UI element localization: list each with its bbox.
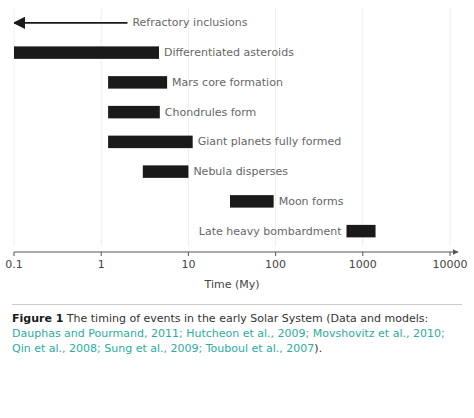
tick-mark bbox=[14, 252, 15, 256]
grid-line bbox=[450, 8, 451, 246]
event-label: Moon forms bbox=[279, 195, 344, 208]
caption-text: ). bbox=[314, 342, 322, 355]
axis-line bbox=[14, 252, 458, 253]
caption-text: Figure 1 bbox=[12, 312, 63, 325]
tick-label: 1000 bbox=[349, 258, 377, 271]
event-bar bbox=[108, 76, 167, 88]
event-bar bbox=[14, 46, 159, 58]
event-bar bbox=[108, 136, 193, 148]
event-label: Nebula disperses bbox=[193, 165, 288, 178]
tick-label: 1 bbox=[98, 258, 105, 271]
caption-link: Dauphas and Pourmand, 2011; Hutcheon et … bbox=[12, 327, 445, 355]
event-label: Giant planets fully formed bbox=[198, 135, 342, 148]
event-label: Mars core formation bbox=[172, 76, 283, 89]
event-label: Late heavy bombardment bbox=[199, 225, 342, 238]
event-arrow bbox=[14, 22, 127, 24]
tick-label: 100 bbox=[265, 258, 286, 271]
tick-mark bbox=[450, 252, 451, 256]
grid-line bbox=[101, 8, 102, 246]
event-bar bbox=[108, 106, 160, 118]
tick-mark bbox=[275, 252, 276, 256]
event-bar bbox=[143, 165, 189, 177]
tick-label: 0.1 bbox=[5, 258, 23, 271]
caption-text: The timing of events in the early Solar … bbox=[63, 312, 428, 325]
grid bbox=[14, 8, 450, 246]
event-bar bbox=[346, 225, 375, 237]
x-axis: 0.1 1 10 100 1000 10000 Time (My) bbox=[5, 252, 467, 291]
tick-mark bbox=[101, 252, 102, 256]
chart: Refractory inclusions Differentiated aste… bbox=[0, 0, 474, 300]
event-bar bbox=[230, 195, 274, 207]
x-axis-label: Time (My) bbox=[204, 278, 260, 291]
tick-mark bbox=[362, 252, 363, 256]
grid-line bbox=[14, 8, 15, 246]
tick-mark bbox=[188, 252, 189, 256]
tick-label: 10000 bbox=[433, 258, 468, 271]
grid-line bbox=[275, 8, 276, 246]
grid-line bbox=[188, 8, 189, 246]
event-label: Refractory inclusions bbox=[132, 16, 247, 29]
labels: Refractory inclusions Differentiated aste… bbox=[132, 16, 343, 237]
event-label: Chondrules form bbox=[165, 106, 257, 119]
caption: Figure 1 The timing of events in the ear… bbox=[12, 304, 462, 356]
tick-label: 10 bbox=[181, 258, 195, 271]
marks bbox=[14, 23, 376, 237]
event-label: Differentiated asteroids bbox=[164, 46, 294, 59]
grid-line bbox=[362, 8, 363, 246]
